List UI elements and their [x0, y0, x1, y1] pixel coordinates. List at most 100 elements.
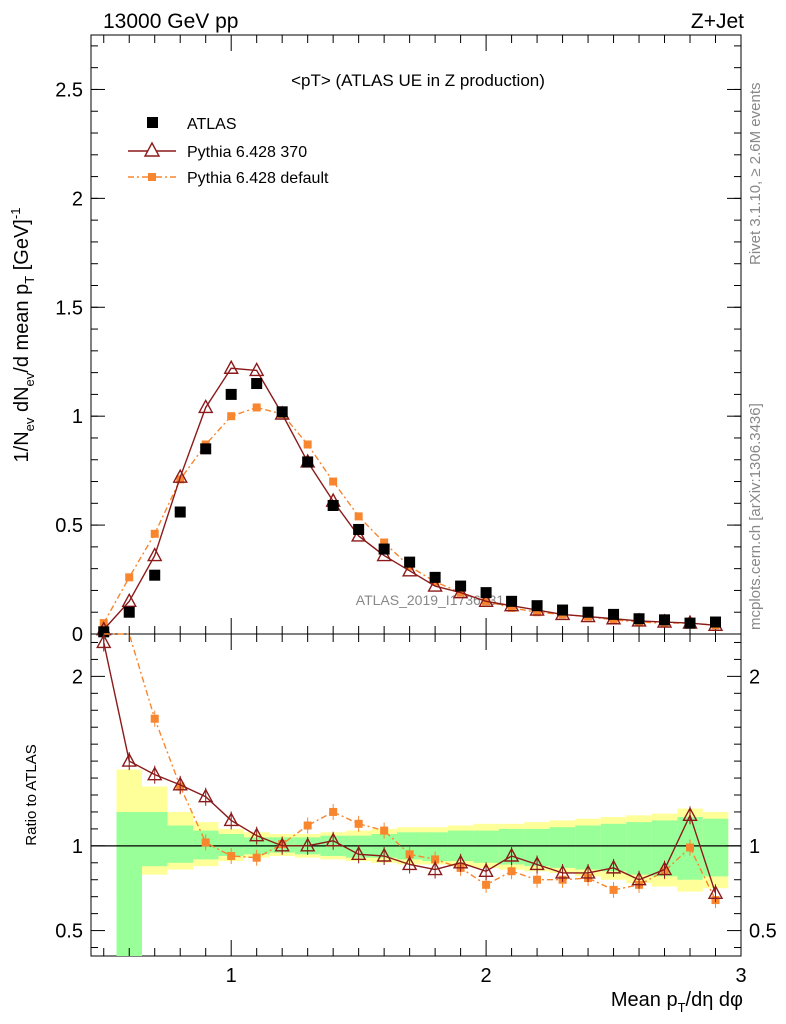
- ratio-y-axis-title: Ratio to ATLAS: [23, 744, 40, 845]
- pythia370-ratio-point: [299, 837, 316, 852]
- pythia-default-point: [507, 603, 516, 612]
- pythia-default-ratio-point: [686, 843, 695, 852]
- atlas-point: [174, 506, 186, 518]
- ratio-y-tick-label: 0.5: [55, 921, 83, 943]
- pythia370-ratio-point: [274, 837, 290, 852]
- pythia370-ratio-point: [223, 811, 239, 827]
- pythia-default-point: [380, 538, 389, 547]
- atlas-point: [557, 604, 569, 616]
- pythia370-ratio-point: [478, 862, 494, 877]
- pythia370-point: [452, 584, 469, 599]
- y-tick-label: 0: [72, 624, 83, 646]
- atlas-point: [506, 595, 518, 607]
- pythia-default-ratio-point: [609, 885, 618, 894]
- pythia370-ratio-point: [631, 871, 647, 886]
- pythia370-ratio-point: [401, 856, 418, 871]
- pythia370-ratio-point: [249, 827, 265, 842]
- x-axis-title: Mean pT/dη dφ: [611, 989, 743, 1015]
- pythia-default-point: [252, 403, 261, 412]
- pythia370-point: [478, 592, 494, 608]
- pythia-default-ratio-point: [354, 819, 363, 828]
- band-green-bin: [626, 822, 652, 875]
- analysis-watermark: ATLAS_2019_I1736531: [356, 592, 505, 608]
- pythia370-point: [172, 468, 188, 483]
- pythia370-point: [223, 359, 239, 374]
- band-green-bin: [575, 825, 601, 870]
- pythia-default-ratio-point: [405, 850, 414, 859]
- ratio-axis-ticks: 1 2 30.5 0.51 12 2: [55, 634, 777, 987]
- mcplots-credit-text: mcplots.cern.ch [arXiv:1306.3436]: [747, 403, 764, 630]
- main-axis-ticks: 0 0.5 1 1.5 2 2.5: [55, 35, 742, 646]
- y-tick-label: 2.5: [55, 79, 83, 101]
- pythia370-ratio-point: [350, 845, 367, 861]
- pythia-default-ratio-point: [507, 867, 516, 876]
- atlas-point: [378, 543, 390, 555]
- pythia370-ratio-point: [121, 752, 137, 767]
- pythia-default-ratio-point: [431, 855, 440, 864]
- pythia-default-point: [329, 477, 338, 486]
- main-series-group: [96, 359, 724, 638]
- atlas-point: [123, 606, 135, 618]
- pythia370-point: [147, 547, 163, 562]
- pythia-default-point: [125, 573, 134, 582]
- atlas-point: [302, 456, 314, 468]
- atlas-point: [200, 443, 212, 455]
- atlas-point: [710, 616, 722, 628]
- pythia370-point: [198, 398, 214, 414]
- band-green-bin: [116, 811, 142, 956]
- legend-atlas-marker: [147, 117, 158, 128]
- pythia-default-ratio-point: [150, 714, 159, 723]
- pythia-default-ratio-point: [329, 807, 338, 816]
- atlas-point: [633, 613, 645, 625]
- pythia370-point: [401, 562, 418, 577]
- pythia-default-ratio-point: [533, 875, 542, 884]
- ratio-series-group: [96, 633, 724, 909]
- pythia-default-point: [227, 412, 236, 421]
- atlas-point: [276, 406, 288, 418]
- pythia370-ratio-point: [656, 861, 673, 876]
- pythia370-point: [376, 547, 392, 562]
- pythia-default-point: [150, 529, 159, 538]
- ratio-y-tick-label-right: 1: [749, 836, 760, 858]
- pythia370-line: [103, 367, 716, 631]
- pythia370-ratio-point: [376, 847, 392, 862]
- y-tick-label: 0.5: [55, 515, 83, 537]
- pythia370-ratio-point: [172, 776, 188, 791]
- pythia370-ratio-point: [707, 884, 724, 899]
- pythia370-point: [350, 527, 367, 542]
- atlas-point: [404, 556, 416, 568]
- header-energy-label: 13000 GeV pp: [103, 10, 238, 33]
- pythia370-ratio-point: [529, 856, 545, 871]
- pythia-default-point: [533, 608, 542, 617]
- atlas-point: [455, 580, 467, 592]
- atlas-point: [608, 608, 620, 620]
- pythia-default-ratio-point: [380, 826, 389, 835]
- atlas-point: [582, 606, 594, 618]
- plot-title: <pT> (ATLAS UE in Z production): [291, 71, 545, 90]
- band-green-bin: [549, 827, 576, 868]
- rivet-version-text: Rivet 3.1.10, ≥ 2.6M events: [747, 83, 764, 266]
- y-axis-title: 1/Nev dNev/d mean pT [GeV]-1: [8, 208, 37, 463]
- pythia-default-ratio-point: [227, 852, 236, 861]
- x-tick-label: 3: [735, 965, 746, 987]
- pythia-default-ratio-point: [482, 880, 491, 889]
- ratio-y-tick-label: 1: [72, 836, 83, 858]
- legend-pythia-default-label: Pythia 6.428 default: [187, 170, 329, 187]
- atlas-point: [251, 378, 263, 390]
- pythia370-ratio-point: [682, 806, 698, 822]
- legend-pythia-default-marker: [148, 173, 156, 181]
- band-green-bin: [141, 811, 168, 867]
- atlas-point: [684, 617, 696, 629]
- band-green-bin: [167, 825, 193, 863]
- pythia370-point: [427, 577, 443, 592]
- atlas-point: [531, 600, 543, 612]
- pythia370-ratio-point: [198, 788, 214, 803]
- pythia370-point: [249, 361, 265, 377]
- ratio-uncertainty-bands: [116, 769, 729, 956]
- band-green-bin: [218, 833, 244, 857]
- legend: ATLAS Pythia 6.428 370 Pythia 6.428 defa…: [128, 116, 329, 187]
- x-tick-label: 1: [226, 965, 237, 987]
- atlas-point: [659, 614, 671, 626]
- band-green-bin: [473, 830, 499, 863]
